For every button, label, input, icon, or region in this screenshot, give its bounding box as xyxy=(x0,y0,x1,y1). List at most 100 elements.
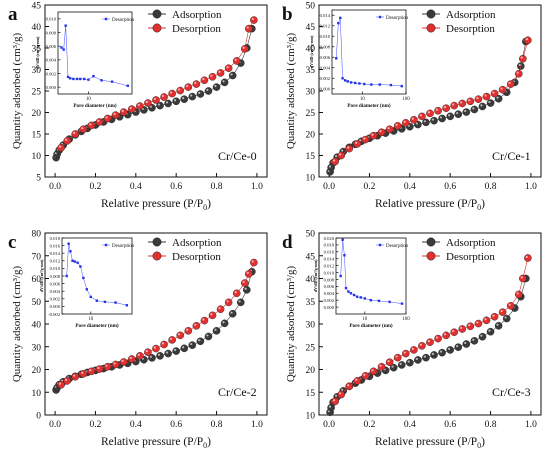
inset-y-tick-label: 0.014 xyxy=(320,13,331,18)
data-point-desorption xyxy=(442,331,450,340)
inset-data-point xyxy=(100,79,103,82)
inset-y-tick-label: 0.010 xyxy=(46,17,57,22)
y-tick-label: 80 xyxy=(32,230,42,240)
data-point-desorption xyxy=(192,80,201,88)
data-point-desorption xyxy=(208,73,217,81)
inset-data-point xyxy=(79,265,82,268)
data-point-desorption xyxy=(245,270,253,278)
x-tick-label: 0.2 xyxy=(364,182,376,192)
y-tick-label: 0 xyxy=(36,412,41,422)
data-point-highlight xyxy=(113,362,116,365)
data-point-adsorption xyxy=(438,348,446,357)
inset-y-tick-label: 0.004 xyxy=(320,66,331,71)
y-tick-label: 10 xyxy=(32,152,42,162)
data-point-adsorption xyxy=(478,332,487,341)
data-point-highlight xyxy=(145,100,148,104)
data-point-desorption xyxy=(168,336,176,344)
inset-data-point xyxy=(87,78,90,81)
inset-y-axis-title: dV/dD (cm³/g·nm) xyxy=(313,259,318,292)
inset-data-point xyxy=(67,242,70,245)
data-point-highlight xyxy=(113,112,116,116)
data-point-desorption xyxy=(331,157,339,166)
data-point-adsorption xyxy=(228,71,237,80)
y-tick-label: 60 xyxy=(32,275,42,285)
data-point-highlight xyxy=(157,103,161,106)
data-point-desorption xyxy=(385,358,394,367)
x-axis-title: Relative pressure (P/P0) xyxy=(375,198,485,212)
inset: 0.000 0.002 0.004 0.006 0.008 0.010 0.012 0.014… xyxy=(309,9,410,109)
inset-data-point xyxy=(110,80,114,83)
x-tick-label: 0.4 xyxy=(130,420,142,430)
inset-x-tick-label: 100 xyxy=(402,317,410,322)
data-point-highlight xyxy=(222,321,225,324)
data-point-highlight xyxy=(504,316,507,319)
data-point-highlight xyxy=(492,91,495,94)
data-point-highlight xyxy=(206,88,209,91)
inset-data-point xyxy=(339,16,342,20)
legend-marker xyxy=(426,9,436,19)
data-point-highlight xyxy=(403,351,406,354)
inset-data-point xyxy=(79,77,82,81)
y-tick-label: 20 xyxy=(306,131,316,141)
inset-y-tick-label: 0.004 xyxy=(324,291,335,296)
x-tick-label: 0.6 xyxy=(170,182,182,192)
inset: -0.002 0.000 0.002 0.004 0.006 0.008 0.010 0.01… xyxy=(39,236,135,329)
inset-y-axis-title: dV/dD (cm³/g·nm) xyxy=(309,35,314,68)
inset-data-point xyxy=(66,75,70,79)
inset-y-tick-label: 0.000 xyxy=(50,304,61,309)
x-tick-label: 1.0 xyxy=(525,420,537,430)
inset-data-point xyxy=(343,254,346,257)
data-point-highlight xyxy=(443,106,447,109)
y-axis-title: Quantity adsorbed (cm³/g) xyxy=(285,33,297,150)
data-point-highlight xyxy=(347,146,350,149)
data-point-highlight xyxy=(169,337,173,340)
x-tick-label: 0.4 xyxy=(130,182,142,192)
inset-data-point xyxy=(76,261,79,264)
inset-data-point xyxy=(339,274,342,278)
data-point-adsorption xyxy=(446,346,454,354)
inset-series-line xyxy=(66,243,127,306)
data-point-highlight xyxy=(488,100,491,104)
data-point-highlight xyxy=(411,117,414,120)
inset-series-line xyxy=(335,17,402,87)
legend-entry: Desorption xyxy=(172,251,221,263)
x-tick-label: 0.8 xyxy=(211,182,223,192)
inset-data-point xyxy=(349,81,353,84)
data-point-desorption xyxy=(331,397,339,406)
data-point-highlight xyxy=(439,350,443,353)
inset-y-axis-title: dV/dD (cm³/g·nm) xyxy=(39,259,44,292)
inset-data-point xyxy=(353,81,357,85)
data-point-highlight xyxy=(121,359,124,362)
data-point-desorption xyxy=(224,64,233,73)
data-point-desorption xyxy=(240,279,249,287)
data-point-highlight xyxy=(480,104,483,107)
legend-marker xyxy=(152,9,162,19)
inset-legend-marker xyxy=(104,243,108,247)
data-point-highlight xyxy=(328,405,332,408)
data-point-highlight xyxy=(492,314,495,317)
data-point-desorption xyxy=(490,89,499,98)
data-point-highlight xyxy=(105,364,108,367)
data-point-adsorption xyxy=(188,92,197,101)
data-point-desorption xyxy=(401,349,410,358)
data-point-highlight xyxy=(520,56,523,59)
data-point-highlight xyxy=(238,300,241,303)
data-point-highlight xyxy=(525,255,528,259)
inset-y-tick-label: 0.000 xyxy=(320,87,331,92)
data-point-desorption xyxy=(57,380,65,389)
y-tick-label: 15 xyxy=(306,389,316,399)
inset-legend-marker xyxy=(378,15,382,19)
data-point-adsorption xyxy=(470,337,479,345)
data-point-adsorption xyxy=(243,286,251,294)
data-point-desorption xyxy=(377,362,386,371)
data-point-desorption xyxy=(232,57,241,65)
data-point-adsorption xyxy=(462,340,471,348)
x-tick-label: 0.2 xyxy=(90,420,102,430)
inset-frame xyxy=(61,237,133,315)
data-point-highlight xyxy=(226,66,229,69)
data-point-highlight xyxy=(161,94,165,98)
data-point-highlight xyxy=(518,63,521,67)
inset-y-tick-label: 0.006 xyxy=(320,55,331,60)
data-point-desorption xyxy=(450,101,459,110)
